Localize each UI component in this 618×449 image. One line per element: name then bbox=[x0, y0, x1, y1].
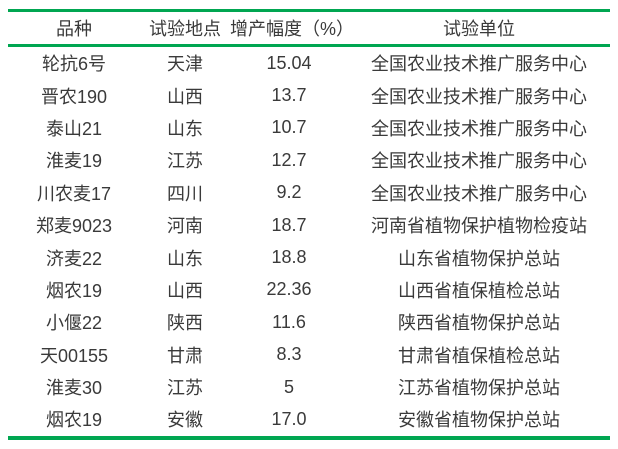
header-row: 品种 试验地点 增产幅度（%） 试验单位 bbox=[8, 11, 610, 46]
table-row: 淮麦30 江苏 5 江苏省植物保护总站 bbox=[8, 371, 610, 403]
table-row: 天00155 甘肃 8.3 甘肃省植保植检总站 bbox=[8, 339, 610, 371]
variety-cell: 川农麦17 bbox=[36, 183, 112, 204]
unit-cell: 陕西省植物保护总站 bbox=[398, 313, 560, 334]
variety-cell: 烟农19 bbox=[45, 410, 103, 431]
header-unit: 试验单位 bbox=[443, 19, 515, 39]
unit-cell: 全国农业技术推广服务中心 bbox=[371, 151, 587, 172]
location-cell: 甘肃 bbox=[167, 345, 203, 366]
location-cell: 山东 bbox=[167, 248, 203, 269]
location-cell: 河南 bbox=[167, 216, 203, 237]
increase-cell: 15.04 bbox=[266, 52, 312, 73]
unit-cell: 全国农业技术推广服务中心 bbox=[371, 54, 587, 75]
variety-cell: 郑麦9023 bbox=[35, 216, 113, 237]
trial-results-table: 品种 试验地点 增产幅度（%） 试验单位 轮抗6号 天津 15.04 全国农业技… bbox=[8, 9, 610, 440]
increase-cell: 5 bbox=[283, 376, 294, 397]
increase-cell: 18.8 bbox=[271, 247, 307, 268]
location-cell: 江苏 bbox=[167, 378, 203, 399]
table-row: 轮抗6号 天津 15.04 全国农业技术推广服务中心 bbox=[8, 46, 610, 80]
table-row: 烟农19 安徽 17.0 安徽省植物保护总站 bbox=[8, 403, 610, 437]
location-cell: 四川 bbox=[167, 183, 203, 204]
unit-cell: 全国农业技术推广服务中心 bbox=[371, 118, 587, 139]
location-cell: 安徽 bbox=[167, 410, 203, 431]
table-row: 泰山21 山东 10.7 全国农业技术推广服务中心 bbox=[8, 112, 610, 144]
variety-cell: 轮抗6号 bbox=[41, 54, 106, 75]
table-row: 川农麦17 四川 9.2 全国农业技术推广服务中心 bbox=[8, 177, 610, 209]
location-cell: 山西 bbox=[167, 86, 203, 107]
increase-cell: 13.7 bbox=[271, 85, 307, 106]
location-cell: 山东 bbox=[167, 118, 203, 139]
location-cell: 陕西 bbox=[167, 313, 203, 334]
header-variety: 品种 bbox=[56, 19, 92, 39]
table-row: 郑麦9023 河南 18.7 河南省植物保护植物检疫站 bbox=[8, 209, 610, 241]
increase-cell: 12.7 bbox=[271, 149, 307, 170]
header-location: 试验地点 bbox=[149, 19, 221, 39]
increase-cell: 8.3 bbox=[276, 344, 302, 365]
unit-cell: 全国农业技术推广服务中心 bbox=[371, 183, 587, 204]
unit-cell: 安徽省植物保护总站 bbox=[398, 410, 560, 431]
variety-cell: 烟农19 bbox=[45, 280, 103, 301]
unit-cell: 山西省植保植检总站 bbox=[398, 280, 560, 301]
location-cell: 山西 bbox=[167, 280, 203, 301]
variety-cell: 淮麦30 bbox=[45, 378, 103, 399]
location-cell: 天津 bbox=[167, 54, 203, 75]
variety-cell: 小偃22 bbox=[45, 313, 103, 334]
increase-cell: 17.0 bbox=[271, 408, 307, 429]
unit-cell: 全国农业技术推广服务中心 bbox=[371, 86, 587, 107]
variety-cell: 天00155 bbox=[39, 345, 109, 366]
increase-cell: 10.7 bbox=[271, 117, 307, 138]
variety-cell: 淮麦19 bbox=[45, 151, 103, 172]
table-row: 小偃22 陕西 11.6 陕西省植物保护总站 bbox=[8, 306, 610, 338]
increase-cell: 18.7 bbox=[271, 214, 307, 235]
variety-cell: 晋农190 bbox=[40, 86, 108, 107]
table-row: 烟农19 山西 22.36 山西省植保植检总站 bbox=[8, 274, 610, 306]
increase-cell: 11.6 bbox=[272, 311, 306, 332]
unit-cell: 甘肃省植保植检总站 bbox=[398, 345, 560, 366]
unit-cell: 河南省植物保护植物检疫站 bbox=[371, 216, 587, 237]
unit-cell: 山东省植物保护总站 bbox=[398, 248, 560, 269]
variety-cell: 泰山21 bbox=[45, 118, 103, 139]
table-row: 济麦22 山东 18.8 山东省植物保护总站 bbox=[8, 241, 610, 273]
variety-cell: 济麦22 bbox=[45, 248, 103, 269]
unit-cell: 江苏省植物保护总站 bbox=[398, 378, 560, 399]
location-cell: 江苏 bbox=[167, 151, 203, 172]
table-row: 晋农190 山西 13.7 全国农业技术推广服务中心 bbox=[8, 79, 610, 111]
increase-cell: 9.2 bbox=[276, 182, 302, 203]
header-increase: 增产幅度（%） bbox=[230, 19, 355, 39]
table-row: 淮麦19 江苏 12.7 全国农业技术推广服务中心 bbox=[8, 144, 610, 176]
increase-cell: 22.36 bbox=[266, 279, 312, 300]
